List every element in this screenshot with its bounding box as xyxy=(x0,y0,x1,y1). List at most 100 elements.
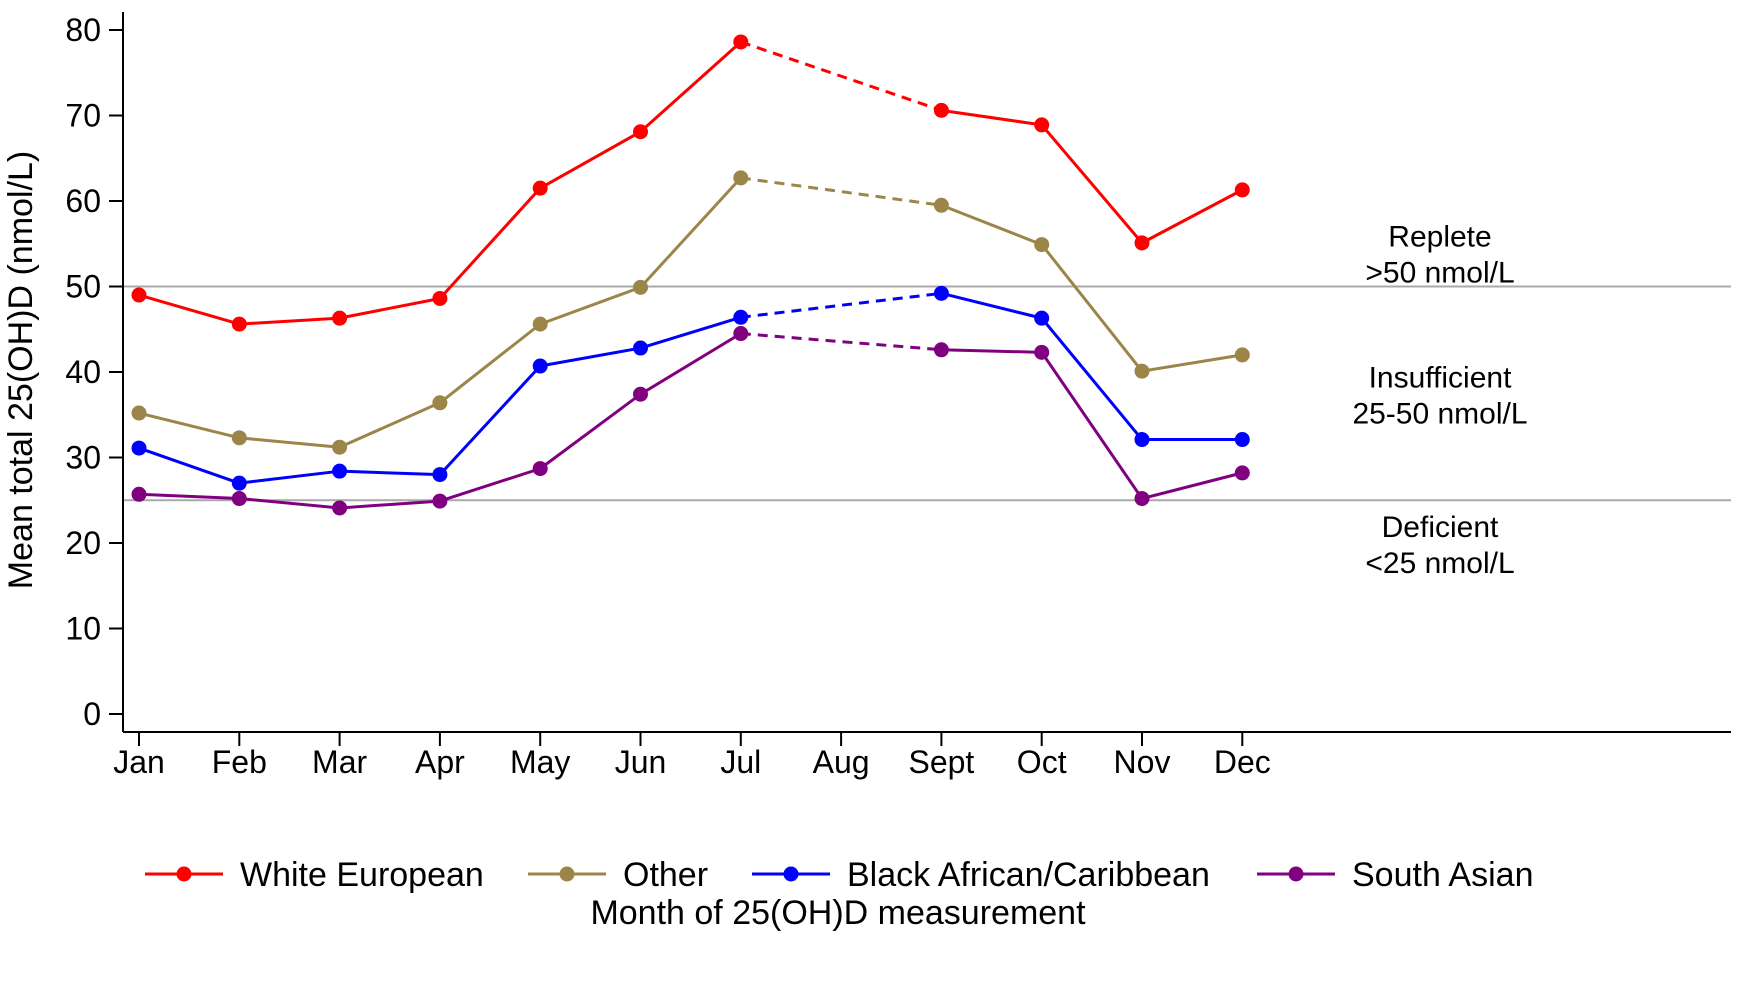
series-line-segment xyxy=(1040,351,1144,500)
series-black-african-caribbean xyxy=(131,285,1250,491)
legend: White European Other Black African/Caribbe… xyxy=(145,856,1533,894)
series-line-segment xyxy=(239,469,340,485)
data-point xyxy=(633,386,648,402)
series-line-segment xyxy=(338,401,441,449)
y-tick-label: 60 xyxy=(65,183,101,219)
y-axis-title: Mean total 25(OH)D (nmol/L) xyxy=(2,151,40,589)
data-point xyxy=(532,358,548,374)
data-point xyxy=(432,493,448,509)
data-point xyxy=(1034,237,1050,253)
reference-lines xyxy=(123,285,1731,502)
data-point xyxy=(131,405,147,421)
series-line-segment xyxy=(239,497,340,510)
data-point xyxy=(231,316,247,332)
data-point xyxy=(532,461,548,477)
series-line-segment xyxy=(239,436,340,449)
data-point xyxy=(1034,117,1050,133)
series-line-segment xyxy=(539,393,642,470)
data-point xyxy=(1234,465,1250,481)
series-line-segment xyxy=(539,130,642,190)
y-tick-label: 80 xyxy=(65,12,101,48)
series-line-segment xyxy=(1141,471,1243,500)
data-point xyxy=(933,197,949,213)
series-dashed-segment xyxy=(740,291,942,319)
y-tick-label: 70 xyxy=(65,98,101,134)
series-line-segment xyxy=(640,315,742,350)
data-point xyxy=(733,170,749,186)
series-line-segment xyxy=(639,176,742,289)
x-axis-title: Month of 25(OH)D measurement xyxy=(590,894,1086,932)
data-point xyxy=(633,340,648,356)
data-point xyxy=(733,326,749,342)
data-point xyxy=(633,279,648,295)
x-tick-label: Jun xyxy=(615,744,667,780)
series-other xyxy=(131,170,1250,455)
series-line-segment xyxy=(138,446,240,485)
series-dashed-segment xyxy=(740,332,942,352)
data-point xyxy=(131,486,147,502)
data-point xyxy=(332,439,348,455)
x-tick-label: Mar xyxy=(312,744,367,780)
series-south-asian xyxy=(131,326,1250,516)
series-line-segment xyxy=(138,492,240,501)
y-ticks: 0 10 20 30 40 50 60 70 80 xyxy=(65,12,123,732)
legend-marker xyxy=(176,866,192,882)
zone-range-label: >50 nmol/L xyxy=(1365,256,1514,289)
series-line-segment xyxy=(639,332,742,396)
series-white-european xyxy=(131,34,1250,332)
legend-item: Black African/Caribbean xyxy=(752,856,1210,894)
data-point xyxy=(933,285,949,301)
data-point xyxy=(1034,344,1050,360)
series-dashed-segment xyxy=(740,40,942,112)
series-line-segment xyxy=(1040,317,1144,441)
x-tick-label: Aug xyxy=(813,744,870,780)
series-line-segment xyxy=(1040,123,1144,244)
legend-label: White European xyxy=(240,856,484,894)
series-line-segment xyxy=(940,203,1043,247)
zone-name-label: Insufficient xyxy=(1369,361,1513,394)
legend-item: Other xyxy=(528,856,708,894)
x-tick-label: Jan xyxy=(113,744,165,780)
data-point xyxy=(532,180,548,196)
x-tick-label: May xyxy=(510,744,570,780)
series-line-segment xyxy=(941,291,1043,320)
x-tick-label: Oct xyxy=(1017,744,1067,780)
data-point xyxy=(733,309,749,325)
data-point xyxy=(332,310,348,326)
zone-name-label: Deficient xyxy=(1382,511,1499,544)
zone-name-label: Replete xyxy=(1388,220,1491,253)
data-point xyxy=(432,467,448,483)
data-point xyxy=(332,500,348,516)
data-point xyxy=(231,430,247,446)
data-point xyxy=(1134,432,1150,448)
x-ticks: Jan Feb Mar Apr May Jun Jul Aug Sept Oct Nov Dec xyxy=(113,732,1271,780)
data-point xyxy=(1134,363,1150,379)
y-tick-label: 10 xyxy=(65,611,101,647)
series-line-segment xyxy=(138,411,240,440)
series-line-segment xyxy=(339,499,441,510)
series-line-segment xyxy=(239,316,340,326)
legend-item: White European xyxy=(145,856,484,894)
x-tick-label: Sept xyxy=(908,744,974,780)
x-tick-label: Jul xyxy=(720,744,761,780)
y-tick-label: 50 xyxy=(65,269,101,305)
data-point xyxy=(733,34,749,50)
data-point xyxy=(432,290,448,306)
legend-label: Other xyxy=(623,856,708,894)
legend-marker xyxy=(1288,866,1304,882)
data-point xyxy=(532,316,548,332)
series-line-segment xyxy=(438,187,542,300)
data-point xyxy=(1234,432,1250,448)
data-point xyxy=(933,342,949,358)
series-layer xyxy=(131,34,1250,516)
data-point xyxy=(432,395,448,411)
series-line-segment xyxy=(339,469,440,477)
series-line-segment xyxy=(439,467,541,503)
legend-label: Black African/Caribbean xyxy=(847,856,1210,894)
legend-marker xyxy=(559,866,575,882)
series-line-segment xyxy=(941,108,1042,127)
data-point xyxy=(1234,182,1250,198)
series-line-segment xyxy=(1040,243,1144,373)
data-point xyxy=(131,287,147,303)
